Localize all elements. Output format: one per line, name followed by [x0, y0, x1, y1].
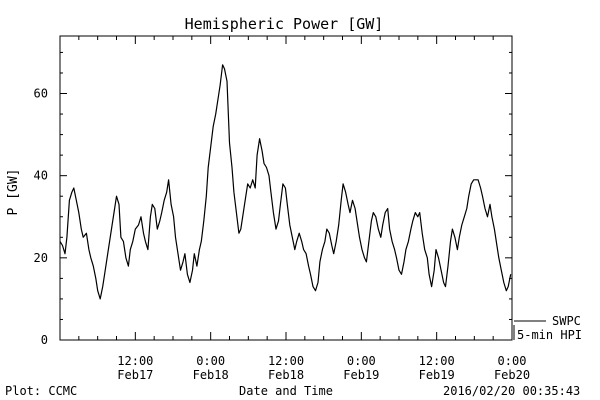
- x-tick-label-time: 12:00: [268, 354, 304, 368]
- y-tick-label: 0: [41, 333, 48, 347]
- y-axis-label: P [GW]: [6, 169, 21, 216]
- x-tick-label-time: 0:00: [196, 354, 225, 368]
- chart-title: Hemispheric Power [GW]: [185, 15, 384, 33]
- x-tick-label-date: Feb18: [268, 368, 304, 382]
- legend-hpi-label: 5-min HPI: [517, 328, 582, 342]
- y-tick-label: 60: [34, 87, 48, 101]
- y-tick-label: 20: [34, 251, 48, 265]
- y-tick-label: 40: [34, 169, 48, 183]
- footer-right: 2016/02/20 00:35:43: [443, 384, 580, 398]
- y-axis-label-group: P [GW]: [6, 169, 21, 216]
- x-tick-label-date: Feb20: [494, 368, 530, 382]
- x-tick-label-date: Feb19: [343, 368, 379, 382]
- series-group: [59, 64, 512, 300]
- axes: 020406012:00Feb170:00Feb1812:00Feb180:00…: [34, 36, 530, 382]
- series-line-swpc: [59, 64, 512, 300]
- x-tick-label-time: 0:00: [498, 354, 527, 368]
- x-tick-label-time: 0:00: [347, 354, 376, 368]
- x-tick-label-time: 12:00: [117, 354, 153, 368]
- x-tick-label-date: Feb17: [117, 368, 153, 382]
- x-axis-label: Date and Time: [239, 384, 333, 398]
- x-tick-label-time: 12:00: [419, 354, 455, 368]
- x-tick-label-date: Feb19: [419, 368, 455, 382]
- legend-swpc-label: SWPC: [552, 314, 581, 328]
- legend: SWPC 5-min HPI: [513, 314, 582, 342]
- footer-left: Plot: CCMC: [5, 384, 77, 398]
- x-tick-label-date: Feb18: [193, 368, 229, 382]
